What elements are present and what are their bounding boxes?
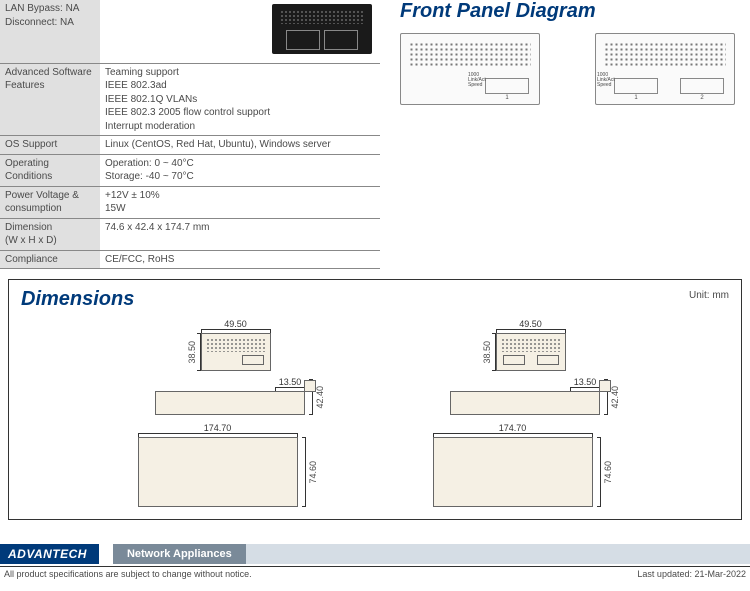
spec-table: LAN Bypass: NA Disconnect: NA Advanced S… — [0, 0, 380, 269]
dim-74-60-r: 74.60 — [603, 461, 613, 484]
front-view-r — [496, 333, 566, 371]
side-view-r — [450, 391, 600, 415]
product-thumbnail — [272, 4, 372, 54]
port-1a — [485, 78, 529, 94]
spec-label: Operating Conditions — [0, 154, 100, 186]
panel-variant-1 — [400, 33, 540, 105]
dim-13-50: 13.50 — [279, 377, 302, 387]
spec-value: Teaming supportIEEE 802.3adIEEE 802.1Q V… — [100, 63, 380, 136]
front-view-l — [201, 333, 271, 371]
spec-label: OS Support — [0, 136, 100, 155]
spec-value: Linux (CentOS, Red Hat, Ubuntu), Windows… — [100, 136, 380, 155]
brand-logo: ADVANTECH — [0, 544, 99, 564]
spec-value: 74.6 x 42.4 x 174.7 mm — [100, 218, 380, 250]
spec-label: Dimension(W x H x D) — [0, 218, 100, 250]
panel-variant-2 — [595, 33, 735, 105]
port-2a — [614, 78, 658, 94]
spec-label: Advanced Software Features — [0, 63, 100, 136]
spec-label: Compliance — [0, 250, 100, 269]
dim-set-left: 38.50 49.50 13 — [130, 319, 325, 507]
dim-set-right: 38.50 49.50 — [425, 319, 620, 507]
dimensions-title: Dimensions — [21, 288, 729, 311]
dim-42-40-r: 42.40 — [610, 386, 620, 409]
spec-top-label: LAN Bypass: NA Disconnect: NA — [0, 0, 100, 63]
spec-value: Operation: 0 ~ 40°CStorage: -40 ~ 70°C — [100, 154, 380, 186]
dim-49-50: 49.50 — [224, 319, 247, 329]
dim-38-50-r: 38.50 — [482, 341, 492, 364]
top-view-l — [138, 437, 298, 507]
dimensions-section: Dimensions Unit: mm 38.50 49.50 — [8, 279, 742, 520]
dim-38-50: 38.50 — [187, 341, 197, 364]
dim-13-50-r: 13.50 — [574, 377, 597, 387]
page-footer: ADVANTECH Network Appliances All product… — [0, 544, 750, 579]
dimensions-unit: Unit: mm — [689, 290, 729, 301]
product-image-cell — [100, 0, 380, 63]
disconnect-text: Disconnect: NA — [5, 16, 95, 30]
side-view-l — [155, 391, 305, 415]
spec-value: CE/FCC, RoHS — [100, 250, 380, 269]
front-panel-title: Front Panel Diagram — [400, 0, 750, 23]
dim-42-40: 42.40 — [315, 386, 325, 409]
lan-bypass-text: LAN Bypass: NA — [5, 2, 95, 16]
front-panel-diagrams — [400, 33, 750, 105]
top-view-r — [433, 437, 593, 507]
port-2b — [680, 78, 724, 94]
dim-74-60: 74.60 — [308, 461, 318, 484]
disclaimer-text: All product specifications are subject t… — [4, 569, 252, 579]
spec-value: +12V ± 10%15W — [100, 186, 380, 218]
dim-174-70: 174.70 — [204, 423, 232, 433]
last-updated-text: Last updated: 21-Mar-2022 — [637, 569, 746, 579]
spec-label: Power Voltage & consumption — [0, 186, 100, 218]
category-label: Network Appliances — [113, 544, 246, 564]
dim-174-70-r: 174.70 — [499, 423, 527, 433]
dim-49-50-r: 49.50 — [519, 319, 542, 329]
